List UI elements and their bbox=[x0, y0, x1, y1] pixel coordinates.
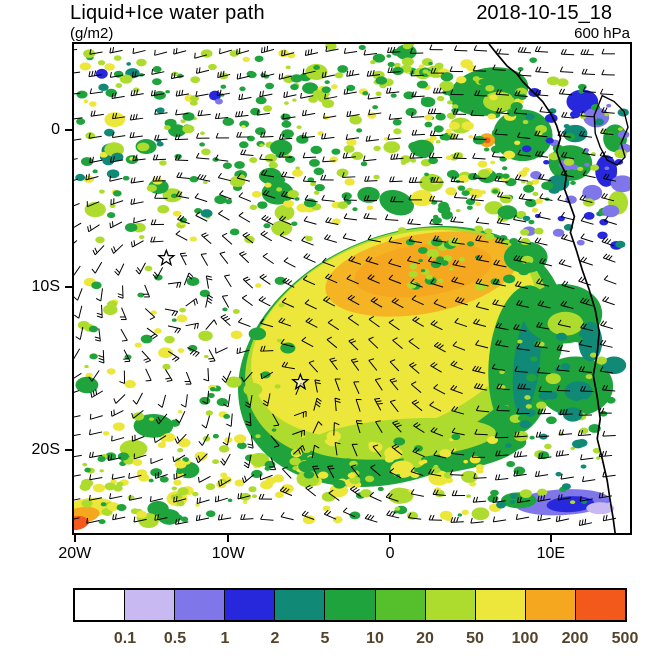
inland-contour bbox=[593, 94, 629, 166]
x-tick-label: 0 bbox=[385, 545, 395, 562]
x-tick-label: 10W bbox=[211, 545, 245, 562]
colorbar-cell bbox=[275, 590, 326, 620]
y-tick-mark bbox=[65, 449, 72, 451]
colorbar-cell bbox=[325, 590, 376, 620]
x-tick-mark bbox=[227, 535, 229, 542]
map-plot-frame bbox=[72, 42, 632, 535]
star-marker bbox=[291, 372, 310, 391]
wind-barbs bbox=[74, 44, 617, 526]
colorbar-tick-label: 0.1 bbox=[113, 630, 137, 647]
y-tick-label: 0 bbox=[51, 120, 60, 138]
colorbar-cell bbox=[425, 590, 476, 620]
x-tick-label: 10E bbox=[536, 545, 566, 562]
pressure-level: 600 hPa bbox=[574, 25, 630, 42]
colorbar-tick-label: 1 bbox=[220, 630, 230, 647]
y-tick-mark bbox=[65, 129, 72, 131]
plot-units: (g/m2) bbox=[70, 25, 114, 42]
colorbar-tick-label: 5 bbox=[320, 630, 330, 647]
field-svg bbox=[74, 44, 630, 533]
colorbar-tick-label: 100 bbox=[511, 630, 539, 647]
colorbar-tick-label: 0.5 bbox=[163, 630, 187, 647]
star-marker bbox=[157, 248, 176, 267]
x-tick-label: 20W bbox=[58, 545, 92, 562]
x-tick-mark bbox=[74, 535, 76, 542]
x-tick-mark bbox=[389, 535, 391, 542]
colorbar-tick-label: 2 bbox=[270, 630, 280, 647]
colorbar-cell bbox=[475, 590, 526, 620]
colorbar-tick-label: 20 bbox=[416, 630, 434, 647]
colorbar-cell bbox=[125, 590, 176, 620]
plot-title: Liquid+Ice water path bbox=[70, 2, 265, 24]
colorbar-tick-label: 500 bbox=[611, 630, 639, 647]
coastline bbox=[488, 44, 616, 533]
colorbar-cell bbox=[525, 590, 576, 620]
colorbar-cell bbox=[225, 590, 276, 620]
valid-datetime: 2018-10-15_18 bbox=[476, 2, 612, 24]
y-tick-mark bbox=[65, 286, 72, 288]
y-tick-label: 10S bbox=[31, 278, 60, 296]
colorbar-cell bbox=[75, 590, 126, 620]
colorbar-cell bbox=[575, 590, 626, 620]
colorbar-tick-label: 10 bbox=[366, 630, 384, 647]
colorbar-tick-label: 50 bbox=[466, 630, 484, 647]
colorbar-cell bbox=[175, 590, 226, 620]
colorbar bbox=[73, 588, 627, 622]
colorbar-tick-label: 200 bbox=[561, 630, 589, 647]
y-tick-label: 20S bbox=[31, 441, 60, 459]
colorbar-cell bbox=[375, 590, 426, 620]
x-tick-mark bbox=[550, 535, 552, 542]
